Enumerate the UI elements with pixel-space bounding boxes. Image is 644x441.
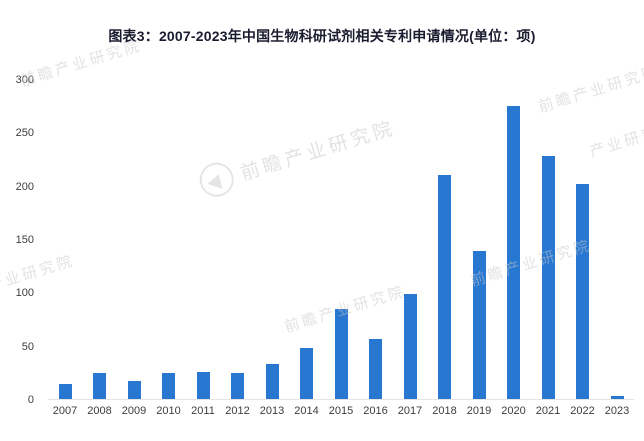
y-tick-label: 50: [21, 340, 34, 353]
y-axis: 0 50 100 150 200 250 300: [0, 74, 42, 406]
bar-group: 2019: [462, 80, 496, 417]
y-tick-label: 200: [15, 180, 34, 193]
y-tick-label: 150: [15, 234, 34, 246]
bar-2007[interactable]: [58, 384, 72, 399]
bar-2013[interactable]: [265, 363, 279, 399]
x-tick-label: 2014: [294, 405, 319, 417]
bar-group: 2007: [48, 80, 82, 417]
x-tick-label: 2022: [570, 405, 595, 417]
x-tick-label: 2021: [535, 405, 561, 417]
bar-group: 2020: [497, 80, 531, 417]
bar-2017[interactable]: [403, 294, 417, 399]
bar-group: 2023: [600, 80, 634, 417]
x-tick-label: 2010: [156, 405, 181, 417]
bar-2011[interactable]: [196, 372, 210, 399]
bar-2023[interactable]: [610, 395, 624, 399]
plot-area: 2007 2008 2009 2010 2011 2012 2013 2014 2015 2016…: [48, 80, 634, 417]
bar-group: 2022: [566, 80, 600, 417]
y-tick-label: 0: [27, 394, 34, 406]
y-tick-label: 300: [15, 74, 34, 86]
bar-group: 2008: [83, 80, 117, 417]
x-tick-label: 2017: [397, 405, 423, 417]
bar-2010[interactable]: [162, 373, 175, 399]
x-tick-label: 2016: [363, 405, 388, 417]
y-tick-label: 100: [15, 287, 34, 300]
x-tick-label: 2012: [225, 405, 250, 417]
chart-area: 0 50 100 150 200 250 300 2007 2008 2009 2010 2011 2…: [0, 74, 644, 417]
x-tick-label: 2013: [259, 405, 285, 417]
bar-group: 2021: [531, 80, 565, 417]
bar-2022[interactable]: [576, 183, 589, 399]
x-tick-label: 2020: [501, 405, 526, 417]
bar-group: 2013: [255, 80, 289, 417]
bar-group: 2017: [393, 80, 427, 417]
x-tick-label: 2007: [52, 405, 78, 417]
x-tick-label: 2015: [328, 405, 354, 417]
bar-2015[interactable]: [334, 309, 348, 399]
bar-group: 2016: [359, 80, 393, 417]
bar-2009[interactable]: [127, 380, 141, 399]
x-tick-label: 2023: [604, 405, 630, 417]
bar-group: 2018: [428, 80, 462, 417]
x-tick-label: 2018: [432, 405, 457, 417]
bar-2016[interactable]: [369, 339, 382, 399]
x-tick-label: 2011: [191, 405, 215, 417]
bar-2012[interactable]: [231, 373, 244, 399]
bar-group: 2010: [152, 80, 186, 417]
bar-group: 2015: [324, 80, 358, 417]
x-tick-label: 2009: [121, 405, 147, 417]
bar-2008[interactable]: [93, 373, 106, 399]
x-tick-label: 2019: [466, 405, 492, 417]
x-tick-label: 2008: [87, 405, 112, 417]
bar-2020[interactable]: [507, 105, 520, 399]
bar-2014[interactable]: [300, 347, 313, 399]
y-tick-label: 250: [15, 127, 34, 140]
bar-group: 2012: [221, 80, 255, 417]
bar-2021[interactable]: [541, 155, 555, 399]
bar-group: 2011: [186, 80, 220, 417]
chart-title: 图表3：2007-2023年中国生物科研试剂相关专利申请情况(单位：项): [108, 28, 536, 44]
bar-2018[interactable]: [438, 175, 451, 399]
bar-2019[interactable]: [472, 250, 486, 399]
bar-group: 2009: [117, 80, 151, 417]
bar-group: 2014: [290, 80, 324, 417]
